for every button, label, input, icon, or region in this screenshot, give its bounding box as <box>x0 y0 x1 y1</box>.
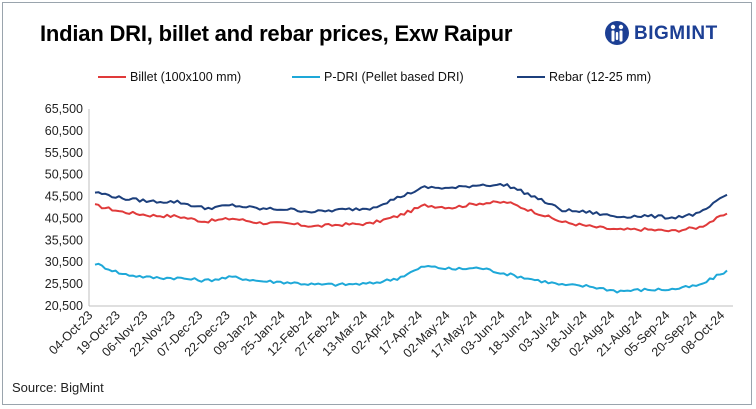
series-line-2 <box>94 183 728 220</box>
legend-line-pdri <box>292 76 320 78</box>
series-line-0 <box>94 200 728 233</box>
y-tick-label: 25,500 <box>45 277 83 291</box>
series-line-1 <box>94 262 728 294</box>
legend-item-pdri: P-DRI (Pellet based DRI) <box>292 70 464 84</box>
legend-line-rebar <box>517 76 545 78</box>
legend-label-billet: Billet (100x100 mm) <box>130 70 242 84</box>
y-tick-label: 40,500 <box>45 211 83 225</box>
legend-line-billet <box>98 76 126 78</box>
source-note: Source: BigMint <box>12 380 104 395</box>
y-tick-label: 60,500 <box>45 124 83 138</box>
chart-title: Indian DRI, billet and rebar prices, Exw… <box>40 21 513 46</box>
chart-legend: Billet (100x100 mm) P-DRI (Pellet based … <box>0 70 756 86</box>
y-tick-label: 30,500 <box>45 255 83 269</box>
legend-item-billet: Billet (100x100 mm) <box>98 70 241 84</box>
bigmint-logo-icon <box>605 21 629 45</box>
legend-item-rebar: Rebar (12-25 mm) <box>517 70 651 84</box>
y-tick-label: 20,500 <box>45 299 83 313</box>
legend-label-rebar: Rebar (12-25 mm) <box>549 70 652 84</box>
y-tick-label: 55,500 <box>45 146 83 160</box>
y-tick-label: 50,500 <box>45 168 83 182</box>
y-tick-label: 65,500 <box>45 102 83 116</box>
legend-label-pdri: P-DRI (Pellet based DRI) <box>324 70 464 84</box>
brand-name: BIGMINT <box>634 23 718 44</box>
y-tick-label: 45,500 <box>45 190 83 204</box>
brand-logo: BIGMINT <box>604 18 744 50</box>
chart-frame <box>2 2 752 405</box>
y-tick-label: 35,500 <box>45 233 83 247</box>
